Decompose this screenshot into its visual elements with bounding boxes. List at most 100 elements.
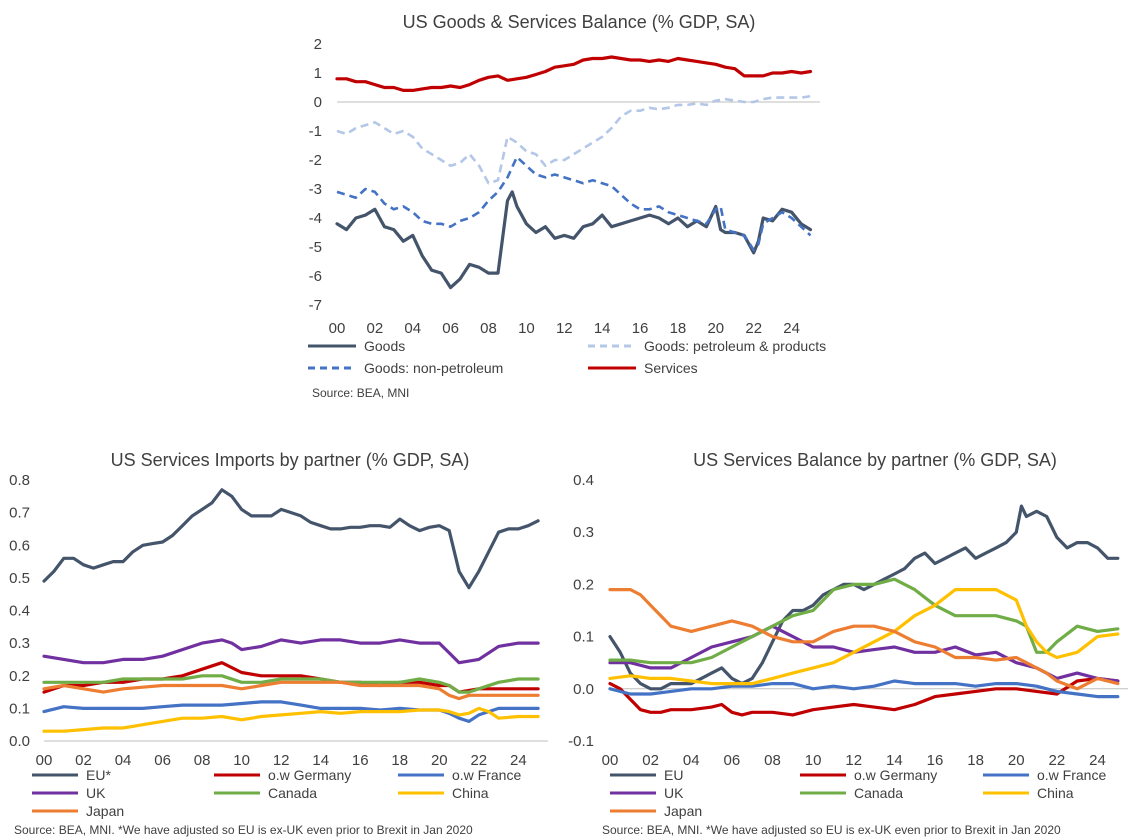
- y-tick-label: -5: [309, 239, 322, 256]
- legend-item-eu: EU: [610, 767, 683, 783]
- legend-label: China: [452, 785, 489, 801]
- series-line-japan: [608, 587, 1120, 691]
- y-tick-label: -2: [309, 152, 322, 169]
- series-line-o-w-germany: [608, 676, 1120, 717]
- x-tick-label: 08: [194, 752, 211, 769]
- y-tick-label: 0.8: [9, 472, 30, 489]
- x-tick-label: 04: [115, 752, 132, 769]
- y-tick-label: 0.4: [573, 472, 594, 489]
- y-tick-label: 0.5: [9, 570, 30, 587]
- series-line-goods-petroleum-products: [336, 94, 811, 185]
- legend-item-canada: Canada: [800, 785, 903, 801]
- goods-services-balance-chart: US Goods & Services Balance (% GDP, SA) …: [308, 12, 826, 400]
- x-tick-label: 00: [329, 320, 346, 337]
- legend-label: o.w France: [452, 767, 521, 783]
- legend-label: Canada: [854, 785, 903, 801]
- series-line-japan: [42, 680, 540, 701]
- series-line-services: [335, 55, 813, 93]
- y-tick-label: -6: [309, 268, 322, 285]
- x-tick-label: 00: [602, 752, 619, 769]
- x-tick-label: 24: [510, 752, 527, 769]
- legend-label: Goods: non-petroleum: [364, 360, 503, 376]
- legend-label: EU: [664, 767, 683, 783]
- series-line-goods: [335, 190, 813, 290]
- x-tick-label: 24: [1089, 752, 1106, 769]
- x-tick-label: 06: [442, 320, 459, 337]
- legend-label: Services: [644, 360, 698, 376]
- x-tick-label: 22: [470, 752, 487, 769]
- chart-source: Source: BEA, MNI. *We have adjusted so E…: [602, 823, 1061, 837]
- x-tick-label: 22: [745, 320, 762, 337]
- series-line-canada: [608, 577, 1120, 665]
- legend-item-goods: Goods: [308, 338, 405, 354]
- x-tick-label: 06: [724, 752, 741, 769]
- series-line-goods-non-petroleum: [336, 155, 812, 252]
- services-imports-by-partner-chart: US Services Imports by partner (% GDP, S…: [9, 450, 548, 837]
- x-tick-label: 16: [352, 752, 369, 769]
- y-tick-label: 1: [314, 65, 322, 82]
- x-tick-label: 14: [312, 752, 329, 769]
- x-tick-label: 16: [632, 320, 649, 337]
- legend-item-o-w-germany: o.w Germany: [800, 767, 937, 783]
- y-tick-label: 0.0: [573, 681, 594, 698]
- series-line-uk: [42, 638, 540, 665]
- y-tick-label: 0.3: [573, 524, 594, 541]
- y-tick-label: 0.1: [9, 700, 30, 717]
- chart-source: Source: BEA, MNI: [312, 386, 409, 400]
- y-tick-label: 0.6: [9, 537, 30, 554]
- y-tick-label: 0.2: [9, 668, 30, 685]
- x-tick-label: 24: [783, 320, 800, 337]
- legend-item-services: Services: [588, 360, 698, 376]
- y-tick-label: 2: [314, 36, 322, 53]
- legend-item-eu: EU*: [32, 767, 111, 783]
- y-tick-label: -0.1: [568, 733, 594, 750]
- y-tick-label: -4: [309, 210, 322, 227]
- x-tick-label: 12: [845, 752, 862, 769]
- x-tick-label: 12: [556, 320, 573, 337]
- legend-item-o-w-france: o.w France: [983, 767, 1106, 783]
- y-tick-label: -3: [309, 181, 322, 198]
- y-tick-label: 0: [314, 94, 322, 111]
- services-balance-by-partner-chart: US Services Balance by partner (% GDP, S…: [568, 450, 1128, 837]
- legend-label: Goods: [364, 338, 405, 354]
- y-tick-label: 0.0: [9, 733, 30, 750]
- y-tick-label: -1: [309, 123, 322, 140]
- legend-item-uk: UK: [32, 785, 106, 801]
- x-tick-label: 00: [36, 752, 53, 769]
- series-line-china: [608, 587, 1120, 686]
- legend-label: UK: [86, 785, 106, 801]
- chart-source: Source: BEA, MNI. *We have adjusted so E…: [14, 823, 473, 837]
- series-line-o-w-france: [42, 700, 540, 724]
- legend-item-japan: Japan: [32, 803, 124, 819]
- y-tick-label: 0.1: [573, 629, 594, 646]
- x-tick-label: 20: [1008, 752, 1025, 769]
- legend-label: Goods: petroleum & products: [644, 338, 826, 354]
- x-tick-label: 12: [273, 752, 290, 769]
- x-tick-label: 18: [670, 320, 687, 337]
- legend-label: EU*: [86, 767, 111, 783]
- y-tick-label: 0.3: [9, 635, 30, 652]
- x-tick-label: 04: [683, 752, 700, 769]
- legend-item-uk: UK: [610, 785, 684, 801]
- legend-label: UK: [664, 785, 684, 801]
- legend-label: Japan: [664, 803, 702, 819]
- legend-item-china: China: [983, 785, 1074, 801]
- legend-label: o.w Germany: [268, 767, 351, 783]
- x-tick-label: 10: [518, 320, 535, 337]
- y-tick-label: -7: [309, 297, 322, 314]
- x-tick-label: 06: [154, 752, 171, 769]
- chart-title: US Goods & Services Balance (% GDP, SA): [403, 12, 756, 32]
- x-tick-label: 18: [391, 752, 408, 769]
- series-line-eu: [42, 488, 540, 590]
- chart-title: US Services Imports by partner (% GDP, S…: [111, 450, 470, 470]
- y-tick-label: 0.7: [9, 505, 30, 522]
- legend-label: o.w Germany: [854, 767, 937, 783]
- legend-item-japan: Japan: [610, 803, 702, 819]
- legend-item-o-w-germany: o.w Germany: [214, 767, 351, 783]
- x-tick-label: 10: [233, 752, 250, 769]
- x-tick-label: 22: [1049, 752, 1066, 769]
- legend-item-goods-petroleum-products: Goods: petroleum & products: [588, 338, 826, 354]
- x-tick-label: 20: [431, 752, 448, 769]
- x-tick-label: 02: [75, 752, 92, 769]
- chart-title: US Services Balance by partner (% GDP, S…: [693, 450, 1057, 470]
